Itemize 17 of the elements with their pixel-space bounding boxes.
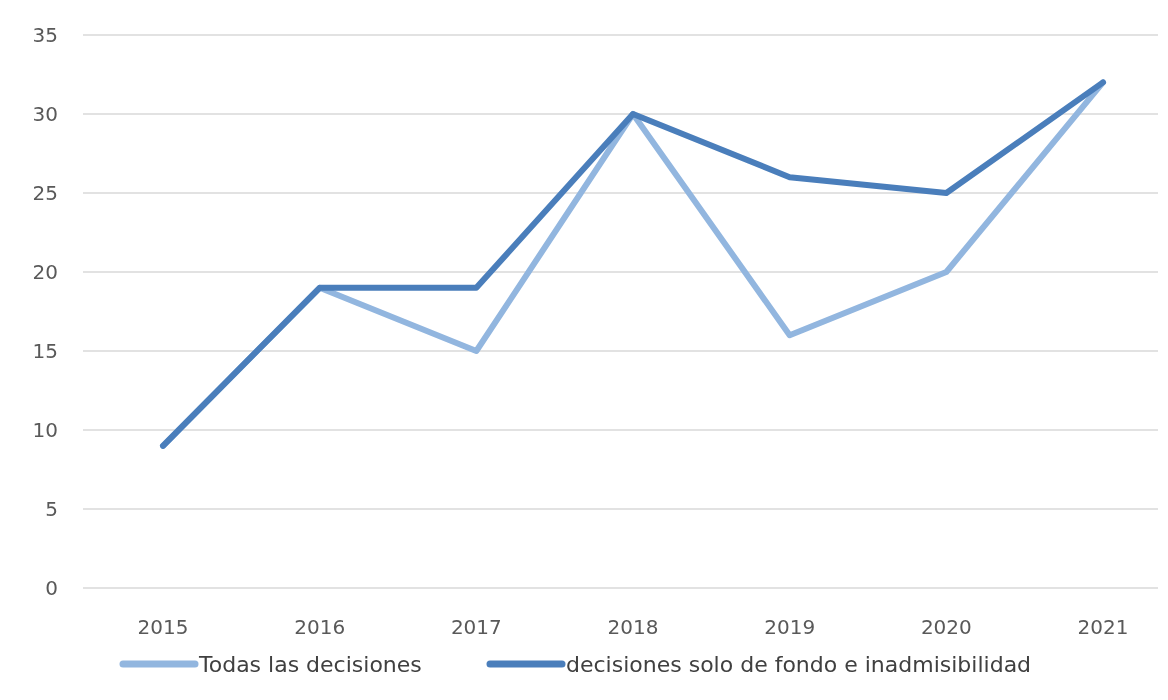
x-tick-label: 2017 xyxy=(450,615,502,639)
x-tick-label: 2020 xyxy=(920,615,972,639)
x-tick-label: 2018 xyxy=(607,615,659,639)
y-tick-label: 25 xyxy=(32,181,58,205)
x-tick-label: 2015 xyxy=(137,615,189,639)
y-tick-label: 30 xyxy=(32,102,58,126)
legend-label: decisiones solo de fondo e inadmisibilidad xyxy=(566,652,1032,677)
y-tick-label: 15 xyxy=(32,339,58,363)
legend-label: Todas las decisiones xyxy=(198,652,422,677)
y-tick-label: 5 xyxy=(45,497,58,521)
y-tick-label: 35 xyxy=(32,23,58,47)
y-tick-label: 0 xyxy=(45,576,58,600)
y-tick-label: 20 xyxy=(32,260,58,284)
x-tick-label: 2021 xyxy=(1077,615,1129,639)
x-tick-label: 2016 xyxy=(294,615,346,639)
x-tick-label: 2019 xyxy=(764,615,816,639)
y-tick-label: 10 xyxy=(32,418,58,442)
